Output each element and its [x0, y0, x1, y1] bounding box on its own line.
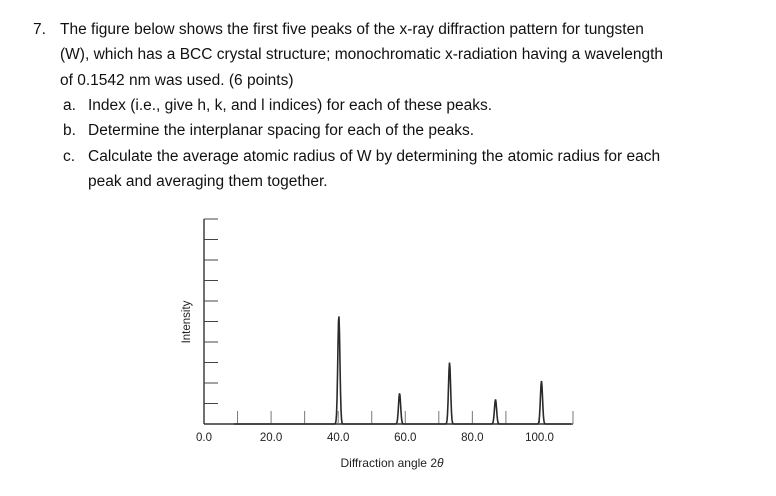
chart-axes: [203, 219, 573, 425]
x-tick-label: 100.0: [525, 432, 554, 444]
y-axis-label: Intensity: [181, 300, 193, 343]
x-tick-label: 0.0: [196, 432, 212, 444]
question-number: 7.: [33, 21, 46, 38]
chart-ticks: [204, 218, 574, 424]
part-c-letter: c.: [63, 148, 76, 165]
part-c-text-line-1: Calculate the average atomic radius of W…: [88, 148, 661, 165]
question-stem-line-1: The figure below shows the first five pe…: [60, 21, 644, 38]
part-b-letter: b.: [63, 122, 76, 139]
question-stem-line-2: (W), which has a BCC crystal structure; …: [60, 46, 664, 63]
diffraction-curve: [234, 316, 571, 425]
x-tick-label: 40.0: [327, 432, 349, 444]
x-tick-label: 80.0: [461, 432, 483, 444]
part-a-text: Index (i.e., give h, k, and l indices) f…: [88, 97, 493, 114]
x-tick-label: 20.0: [260, 432, 282, 444]
x-tick-labels: 0.0 20.0 40.0 60.0 80.0 100.0: [196, 432, 554, 444]
x-axis-label-text: Diffraction angle 2: [340, 456, 437, 470]
x-tick-label: 60.0: [394, 432, 416, 444]
part-b-text: Determine the interplanar spacing for ea…: [88, 122, 475, 139]
x-axis-label: Diffraction angle 2θ: [340, 456, 444, 470]
part-c-text-line-2: peak and averaging them together.: [88, 173, 328, 190]
question-stem-line-3: of 0.1542 nm was used. (6 points): [60, 72, 294, 89]
part-a-letter: a.: [63, 97, 76, 114]
